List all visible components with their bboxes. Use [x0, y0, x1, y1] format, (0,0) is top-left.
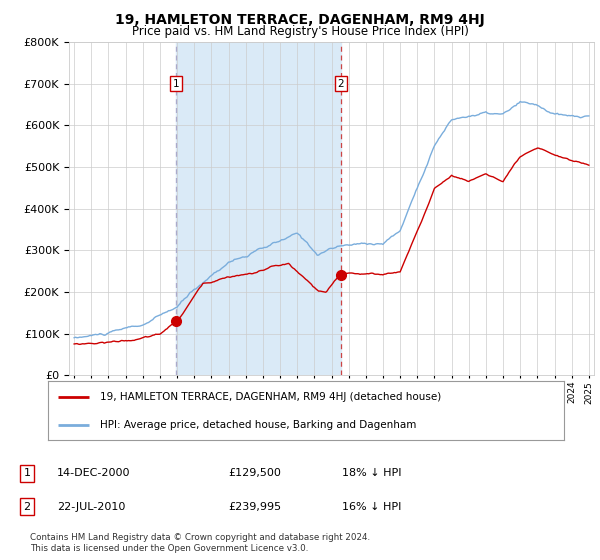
Text: Price paid vs. HM Land Registry's House Price Index (HPI): Price paid vs. HM Land Registry's House … — [131, 25, 469, 38]
Text: HPI: Average price, detached house, Barking and Dagenham: HPI: Average price, detached house, Bark… — [100, 420, 416, 430]
Text: 22-JUL-2010: 22-JUL-2010 — [57, 502, 125, 512]
Text: 19, HAMLETON TERRACE, DAGENHAM, RM9 4HJ (detached house): 19, HAMLETON TERRACE, DAGENHAM, RM9 4HJ … — [100, 392, 441, 402]
Text: 14-DEC-2000: 14-DEC-2000 — [57, 468, 131, 478]
Text: 1: 1 — [173, 78, 179, 88]
Text: 2: 2 — [338, 78, 344, 88]
Text: £129,500: £129,500 — [228, 468, 281, 478]
Bar — [176, 42, 341, 375]
Text: Contains HM Land Registry data © Crown copyright and database right 2024.
This d: Contains HM Land Registry data © Crown c… — [30, 533, 370, 553]
Text: £239,995: £239,995 — [228, 502, 281, 512]
Text: 1: 1 — [23, 468, 31, 478]
Text: 16% ↓ HPI: 16% ↓ HPI — [342, 502, 401, 512]
Text: 19, HAMLETON TERRACE, DAGENHAM, RM9 4HJ: 19, HAMLETON TERRACE, DAGENHAM, RM9 4HJ — [115, 13, 485, 27]
Text: 18% ↓ HPI: 18% ↓ HPI — [342, 468, 401, 478]
Text: 2: 2 — [23, 502, 31, 512]
